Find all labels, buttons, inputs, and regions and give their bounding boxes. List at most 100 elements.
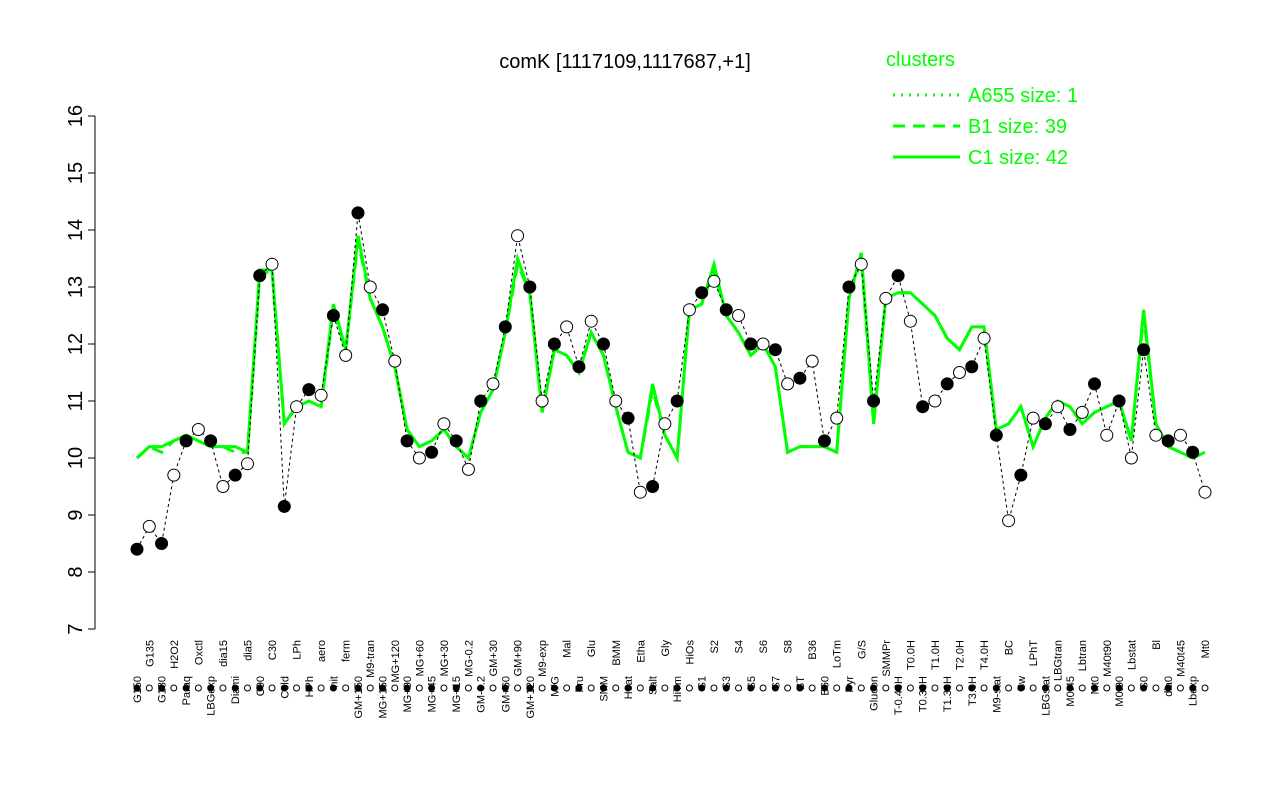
data-point bbox=[781, 377, 795, 391]
data-point bbox=[388, 354, 402, 368]
data-point bbox=[1088, 377, 1102, 391]
x-tick-label: M9-exp bbox=[537, 640, 549, 677]
category-marker bbox=[550, 684, 558, 692]
category-marker bbox=[1140, 684, 1148, 692]
data-point bbox=[867, 394, 881, 408]
category-marker bbox=[808, 684, 816, 692]
category-marker bbox=[845, 684, 853, 692]
category-marker bbox=[894, 684, 902, 692]
data-point bbox=[547, 337, 561, 351]
category-marker bbox=[870, 684, 878, 692]
data-point bbox=[695, 286, 709, 300]
data-point bbox=[130, 542, 144, 556]
category-marker bbox=[170, 684, 178, 692]
category-marker bbox=[1091, 684, 1099, 692]
category-marker bbox=[919, 684, 927, 692]
x-tick-label: T-0.40H bbox=[893, 676, 905, 715]
category-marker bbox=[882, 684, 890, 692]
category-marker bbox=[342, 684, 350, 692]
data-point bbox=[326, 309, 340, 322]
data-point bbox=[204, 434, 218, 448]
category-marker bbox=[992, 684, 1000, 692]
category-marker bbox=[452, 684, 460, 692]
y-tick-label: 9 bbox=[65, 509, 87, 520]
category-marker bbox=[477, 684, 485, 692]
data-point bbox=[1063, 423, 1077, 436]
data-point bbox=[621, 411, 635, 425]
data-point bbox=[437, 417, 451, 431]
legend-title: clusters bbox=[886, 49, 955, 71]
data-point bbox=[167, 468, 181, 482]
x-tick-label: M40t45 bbox=[1175, 640, 1187, 677]
data-point bbox=[179, 434, 193, 448]
legend-label: C1 size: 42 bbox=[968, 147, 1068, 169]
category-marker bbox=[256, 684, 264, 692]
category-marker bbox=[784, 684, 792, 692]
data-point bbox=[732, 309, 746, 322]
x-tick-label: T1.30H bbox=[942, 676, 954, 712]
data-point bbox=[155, 537, 169, 550]
category-marker bbox=[820, 684, 828, 692]
data-point bbox=[609, 394, 623, 408]
category-marker bbox=[133, 684, 141, 692]
category-marker bbox=[649, 684, 657, 692]
chart-title: comK [1117109,1117687,+1] bbox=[499, 51, 751, 73]
x-tick-label: T1.0H bbox=[930, 640, 942, 670]
data-point bbox=[805, 354, 819, 368]
category-marker bbox=[673, 684, 681, 692]
category-marker bbox=[1189, 684, 1197, 692]
category-marker bbox=[1164, 684, 1172, 692]
data-point bbox=[1137, 343, 1151, 357]
category-marker bbox=[305, 684, 313, 692]
x-tick-label: M40t90 bbox=[1102, 640, 1114, 677]
category-marker bbox=[833, 684, 841, 692]
data-point bbox=[253, 269, 267, 283]
data-point bbox=[535, 394, 549, 408]
data-point bbox=[277, 499, 291, 513]
y-tick-label: 11 bbox=[65, 391, 87, 412]
category-marker bbox=[514, 684, 522, 692]
x-tick-label: GM+60 bbox=[500, 676, 512, 712]
legend-label: A655 size: 1 bbox=[968, 85, 1078, 107]
category-marker bbox=[563, 684, 571, 692]
x-tick-label: T0.30H bbox=[918, 676, 930, 712]
category-marker bbox=[526, 684, 534, 692]
x-tick-label: HiOs bbox=[684, 640, 696, 665]
category-marker bbox=[329, 684, 337, 692]
category-marker bbox=[1066, 684, 1074, 692]
category-marker bbox=[489, 684, 497, 692]
expression-line bbox=[136, 212, 1206, 550]
data-point bbox=[633, 485, 647, 499]
category-marker bbox=[231, 684, 239, 692]
y-tick-label: 15 bbox=[65, 162, 87, 184]
data-point bbox=[302, 383, 316, 397]
category-marker bbox=[735, 684, 743, 692]
data-point bbox=[314, 388, 328, 402]
category-marker bbox=[194, 684, 202, 692]
category-marker bbox=[1127, 684, 1135, 692]
data-point bbox=[830, 411, 844, 425]
data-point bbox=[265, 257, 279, 271]
data-point bbox=[916, 400, 930, 414]
x-tick-label: T2.0H bbox=[954, 640, 966, 670]
category-marker bbox=[599, 684, 607, 692]
category-marker bbox=[624, 684, 632, 692]
data-point bbox=[1075, 405, 1089, 419]
x-tick-label: GM+150 bbox=[353, 676, 365, 719]
data-point bbox=[658, 417, 672, 431]
x-tick-label: MG+150 bbox=[378, 676, 390, 719]
data-point bbox=[977, 331, 991, 345]
x-tick-label: S6 bbox=[758, 640, 770, 653]
category-marker bbox=[1103, 684, 1111, 692]
data-point bbox=[707, 274, 721, 288]
data-point bbox=[719, 303, 733, 317]
category-marker bbox=[636, 684, 644, 692]
x-tick-label: G/S bbox=[856, 640, 868, 659]
category-marker bbox=[403, 684, 411, 692]
category-marker bbox=[354, 684, 362, 692]
data-point bbox=[461, 462, 475, 476]
x-tick-label: dia15 bbox=[218, 640, 230, 667]
data-point bbox=[646, 480, 660, 493]
